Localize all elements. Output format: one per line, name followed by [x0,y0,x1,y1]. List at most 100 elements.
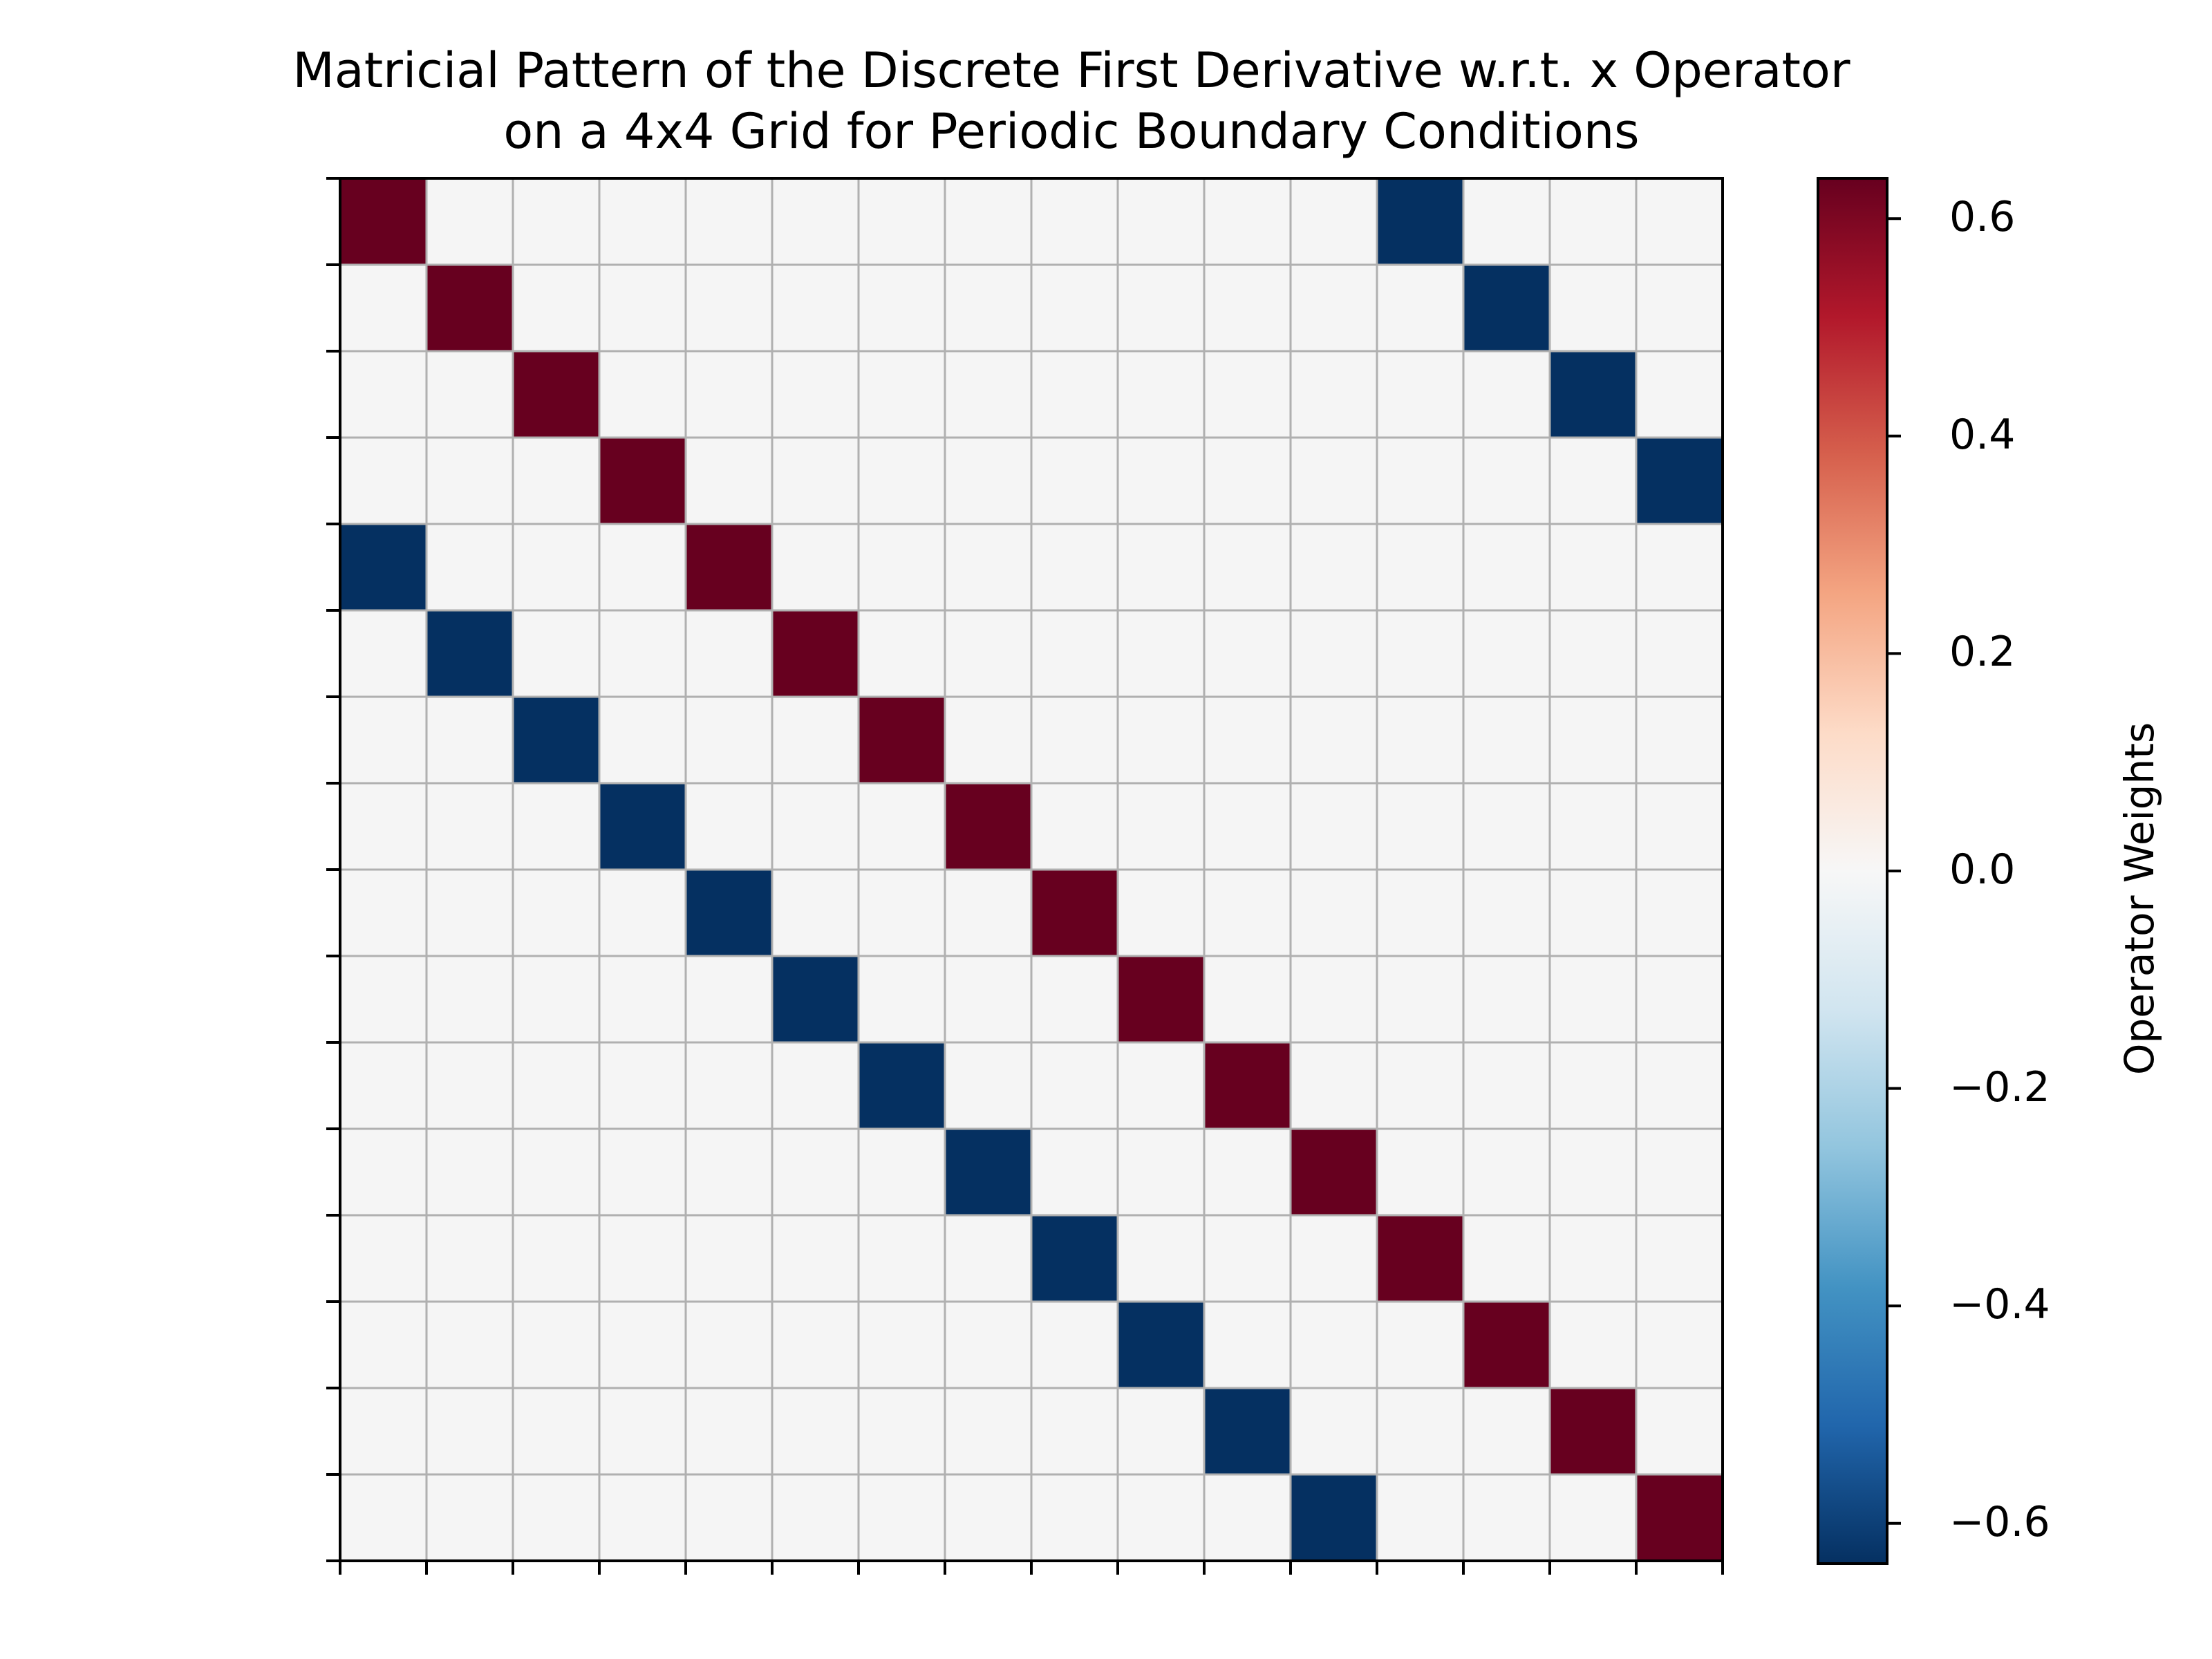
heatmap-cell-zero [1462,782,1551,871]
heatmap-cell-zero [944,523,1033,612]
heatmap-cell-zero [944,955,1033,1044]
heatmap-cell-zero [512,177,601,266]
heatmap-cell-zero [1203,523,1292,612]
heatmap-cell-zero [425,436,514,525]
heatmap-cell-zero [425,1387,514,1476]
heatmap-cell-positive [857,695,946,785]
heatmap-cell-zero [1116,1214,1206,1303]
heatmap-cell-zero [1030,1300,1119,1389]
heatmap-cell-zero [1548,1300,1638,1389]
heatmap-cell-negative [1462,263,1551,353]
heatmap-cell-zero [1548,177,1638,266]
heatmap-cell-zero [1203,177,1292,266]
heatmap-cell-negative [944,1127,1033,1217]
heatmap-cell-zero [771,177,860,266]
heatmap-cell-zero [1462,1473,1551,1562]
heatmap-cell-zero [944,177,1033,266]
heatmap-cell-zero [857,609,946,698]
heatmap-cell-zero [1203,695,1292,785]
heatmap-cell-zero [339,1473,428,1562]
heatmap-cell-zero [771,350,860,439]
heatmap-cell-zero [1116,523,1206,612]
heatmap-cell-zero [1203,955,1292,1044]
heatmap-cell-zero [1116,177,1206,266]
heatmap-cell-zero [944,1300,1033,1389]
heatmap-cell-zero [1289,1214,1378,1303]
heatmap-cell-zero [598,695,687,785]
heatmap-cells [339,177,1724,1562]
heatmap-cell-positive [425,263,514,353]
heatmap-cell-zero [1462,1214,1551,1303]
heatmap-cell-zero [339,868,428,957]
heatmap-cell-zero [1030,263,1119,353]
heatmap-cell-zero [1376,523,1465,612]
heatmap-cell-zero [512,1300,601,1389]
heatmap-cell-zero [339,609,428,698]
heatmap-cell-zero [1289,177,1378,266]
heatmap-cell-zero [1635,1127,1724,1217]
heatmap-cell-zero [1462,1041,1551,1130]
heatmap-cell-positive [512,350,601,439]
heatmap-cell-zero [1203,1300,1292,1389]
heatmap-cell-zero [684,1127,774,1217]
heatmap-cell-zero [1635,350,1724,439]
heatmap-cell-negative [771,955,860,1044]
heatmap-cell-zero [1376,1387,1465,1476]
heatmap-cell-zero [1116,1387,1206,1476]
heatmap-cell-zero [857,350,946,439]
colorbar-tick-label: −0.6 [1949,1497,2050,1546]
heatmap-cell-zero [339,1041,428,1130]
heatmap-cell-zero [1116,350,1206,439]
heatmap-cell-zero [598,955,687,1044]
heatmap-cell-zero [1462,955,1551,1044]
heatmap-cell-zero [425,177,514,266]
heatmap-cell-zero [1635,609,1724,698]
heatmap-cell-zero [944,436,1033,525]
heatmap-cell-zero [1635,868,1724,957]
heatmap-cell-zero [684,695,774,785]
heatmap-cell-zero [1376,436,1465,525]
heatmap-cell-zero [944,868,1033,957]
heatmap-cell-zero [1289,868,1378,957]
colorbar-tick-label: 0.4 [1949,410,2016,459]
heatmap-cell-negative [425,609,514,698]
heatmap-cell-positive [1548,1387,1638,1476]
heatmap-cell-zero [425,523,514,612]
heatmap-cell-zero [1030,695,1119,785]
heatmap-cell-zero [1203,1473,1292,1562]
heatmap-cell-zero [1548,868,1638,957]
heatmap-cell-zero [1548,263,1638,353]
heatmap-cell-zero [857,1473,946,1562]
heatmap-cell-zero [944,609,1033,698]
heatmap-cell-zero [771,1473,860,1562]
heatmap-cell-zero [1116,1473,1206,1562]
heatmap-cell-zero [425,1300,514,1389]
heatmap-cell-zero [857,1387,946,1476]
heatmap-cell-zero [1030,1041,1119,1130]
heatmap-cell-zero [1462,1127,1551,1217]
heatmap-cell-zero [684,350,774,439]
heatmap-cell-zero [857,523,946,612]
heatmap-cell-zero [339,1300,428,1389]
heatmap-cell-positive [944,782,1033,871]
plot-frame [339,177,1724,1562]
heatmap-cell-zero [1462,1387,1551,1476]
heatmap-cell-negative [684,868,774,957]
heatmap-cell-zero [944,695,1033,785]
colorbar-tick-label: 0.0 [1949,845,2016,894]
colorbar-tick-label: −0.4 [1949,1280,2050,1329]
heatmap-cell-zero [512,1387,601,1476]
heatmap-cell-zero [1548,695,1638,785]
heatmap-cell-zero [1635,1214,1724,1303]
heatmap-cell-zero [1462,523,1551,612]
heatmap-cell-zero [425,1473,514,1562]
colorbar-ticks [1887,217,1901,1525]
heatmap-cell-zero [1116,1041,1206,1130]
heatmap-cell-zero [1462,609,1551,698]
heatmap-cell-zero [1376,1300,1465,1389]
heatmap-cell-zero [1116,263,1206,353]
heatmap-cell-zero [771,782,860,871]
heatmap-cell-zero [1203,263,1292,353]
heatmap-cell-zero [1635,955,1724,1044]
heatmap-cell-zero [771,436,860,525]
